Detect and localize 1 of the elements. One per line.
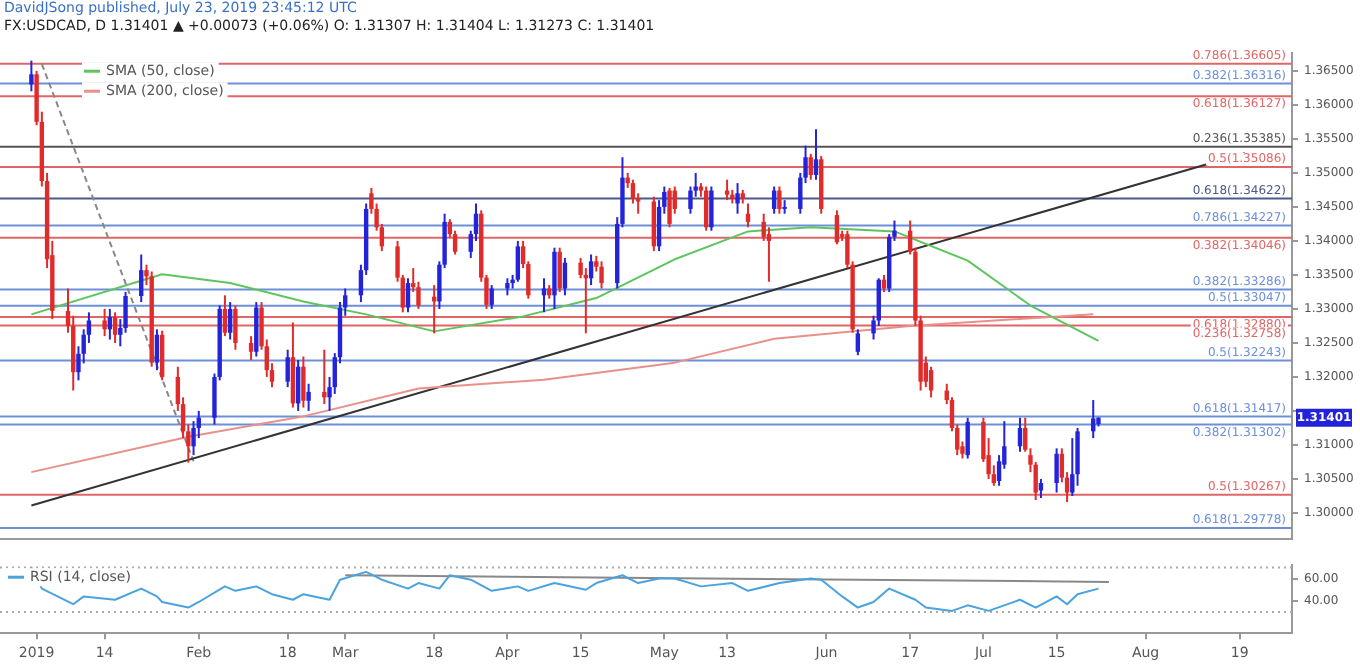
candlestick	[322, 349, 327, 405]
